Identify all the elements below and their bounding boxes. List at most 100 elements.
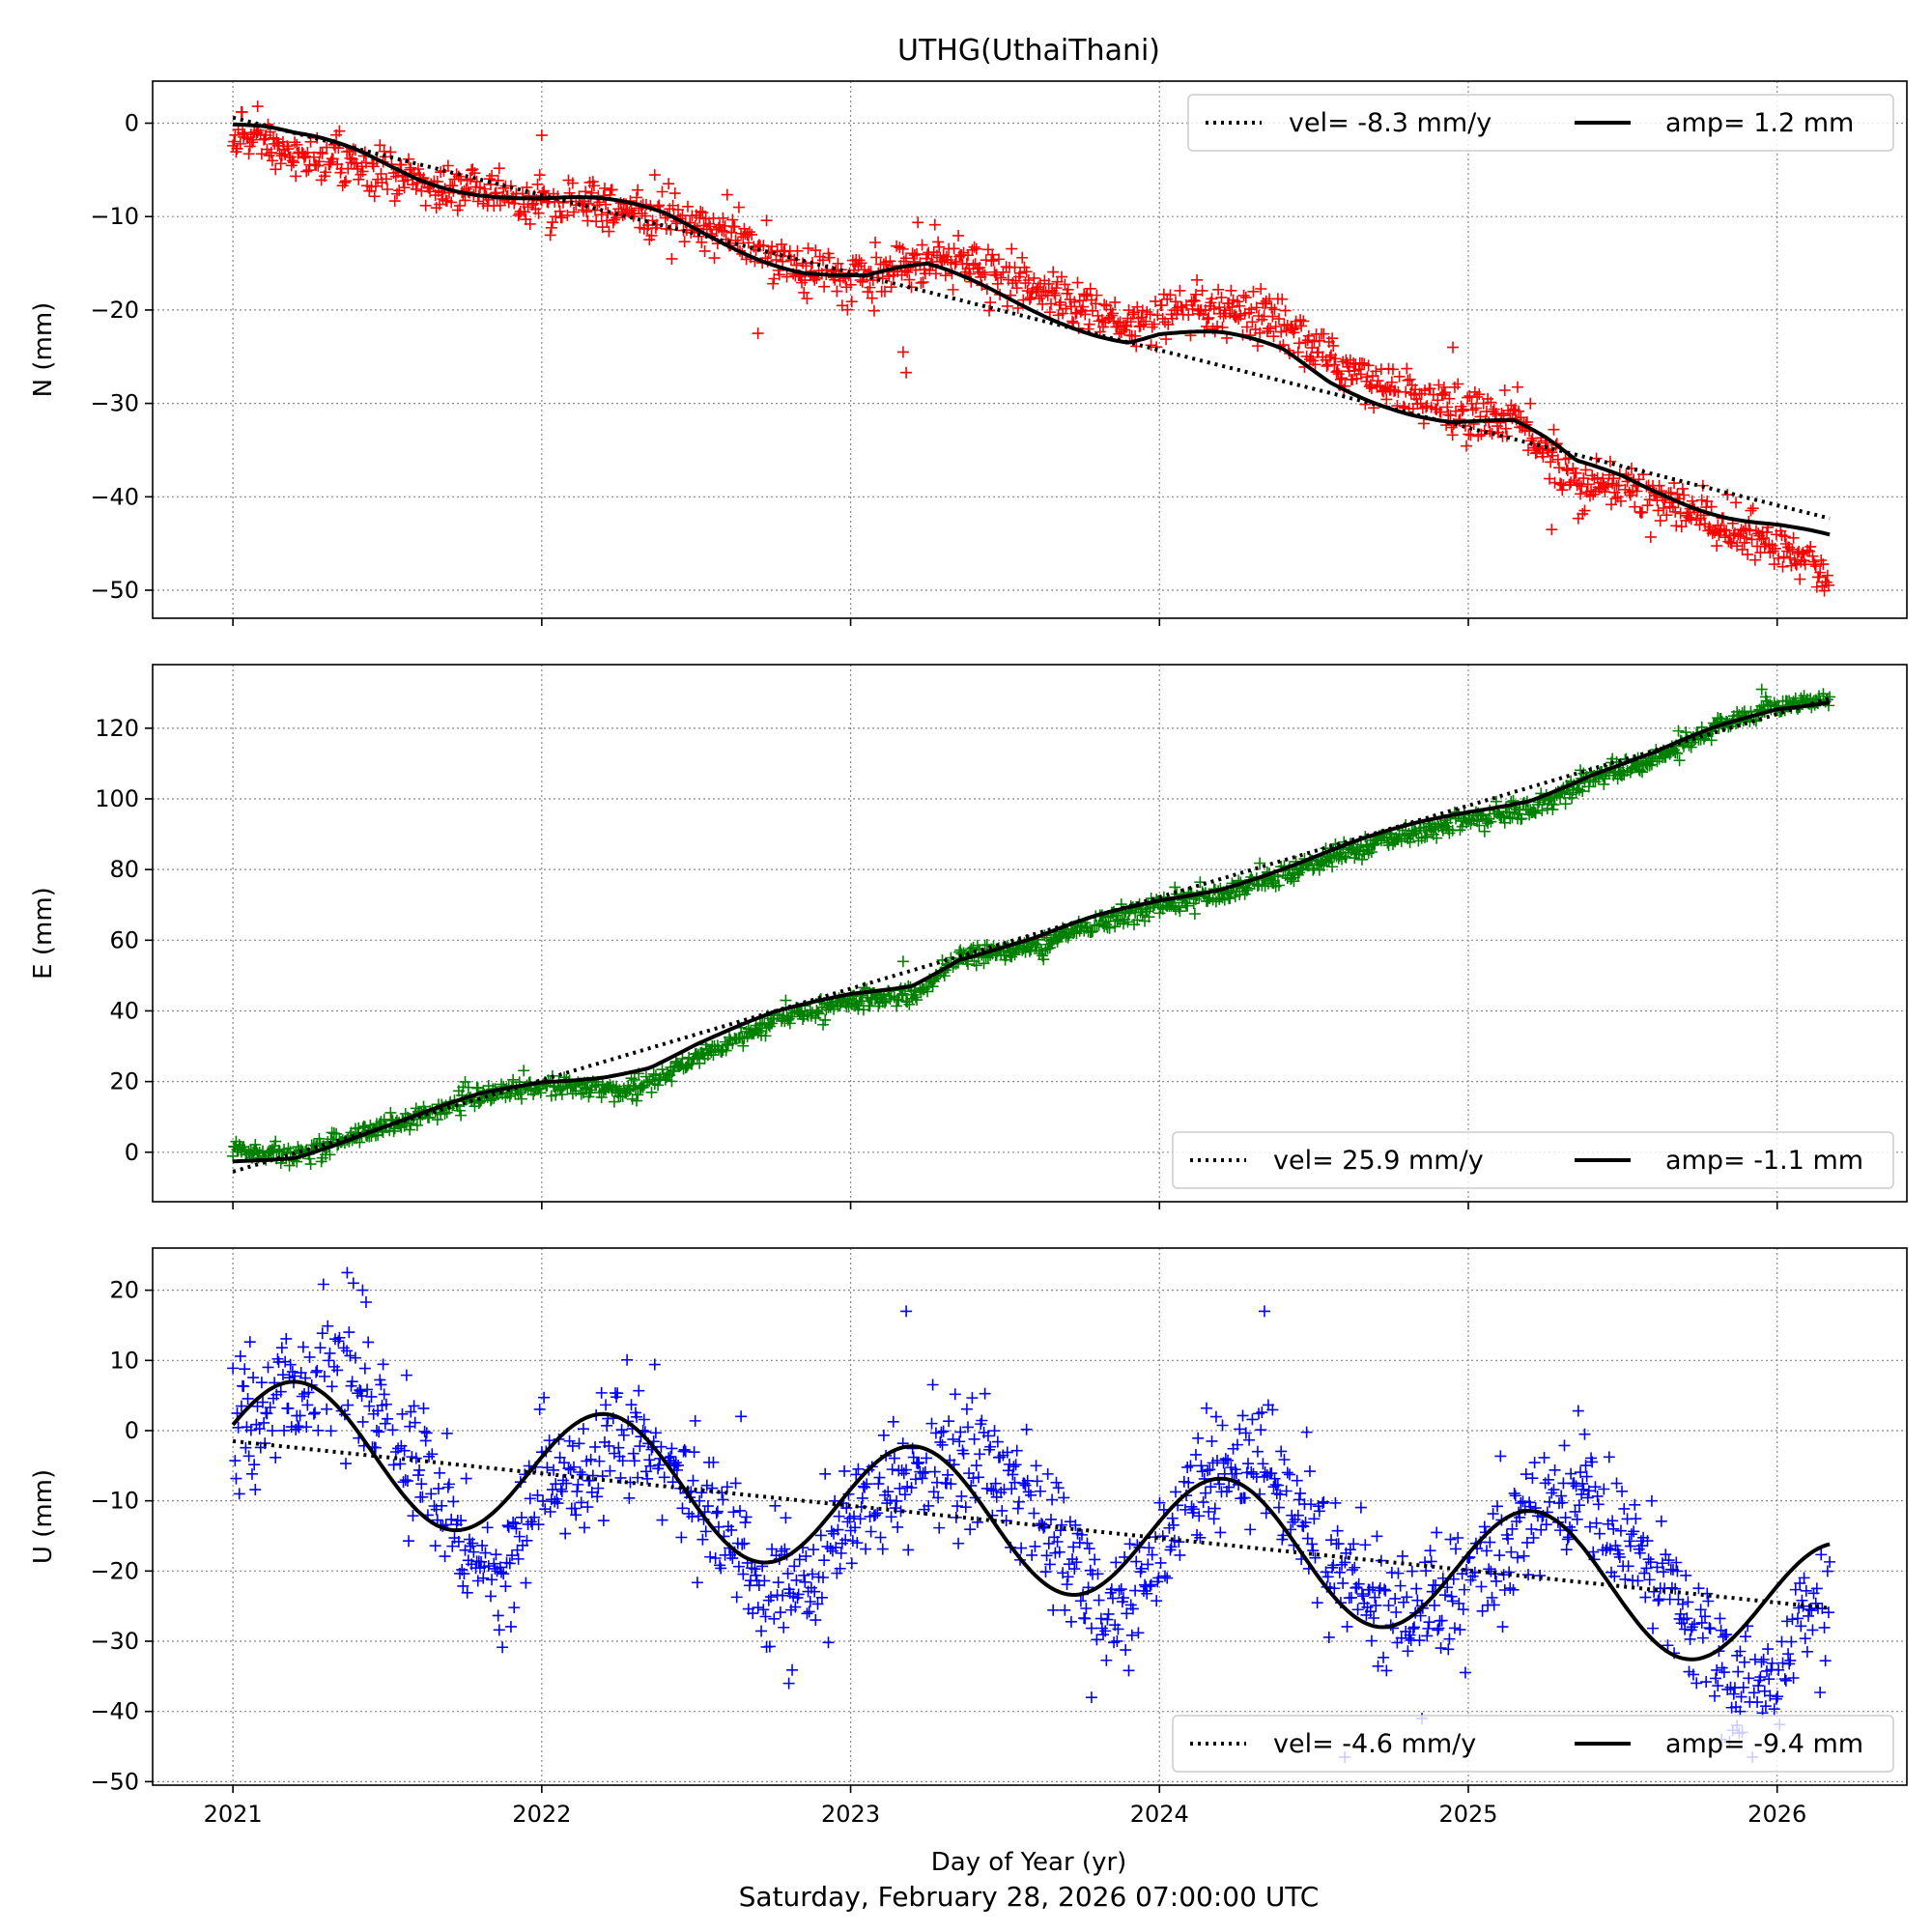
data-point xyxy=(228,135,241,148)
data-point xyxy=(1355,1588,1368,1600)
data-point xyxy=(1598,778,1610,790)
data-point xyxy=(399,1474,412,1487)
data-point xyxy=(1182,1476,1195,1489)
data-point xyxy=(1580,1470,1593,1483)
data-point xyxy=(1704,1623,1717,1635)
data-point xyxy=(493,1624,505,1636)
data-point xyxy=(1245,303,1258,316)
data-point xyxy=(1326,861,1339,873)
data-point xyxy=(1625,1528,1637,1541)
data-point xyxy=(955,1490,968,1502)
data-point xyxy=(598,182,611,194)
data-point xyxy=(590,215,603,228)
data-point xyxy=(258,1416,270,1429)
data-point xyxy=(689,1414,701,1427)
data-point xyxy=(707,1456,720,1468)
data-point xyxy=(520,1577,532,1589)
data-point xyxy=(857,1480,869,1492)
data-point xyxy=(1576,480,1588,493)
data-point xyxy=(1441,1581,1454,1594)
data-point xyxy=(393,185,406,197)
data-point xyxy=(468,1546,480,1558)
data-point xyxy=(819,1013,832,1026)
data-point xyxy=(1822,579,1834,591)
data-point xyxy=(817,1572,830,1584)
data-point xyxy=(386,1424,399,1436)
data-point xyxy=(1015,1542,1028,1554)
data-point xyxy=(323,1354,335,1367)
data-point xyxy=(1590,452,1603,465)
data-point xyxy=(806,1568,818,1580)
data-point xyxy=(1511,1551,1523,1564)
data-point xyxy=(1570,467,1582,479)
data-point xyxy=(1364,1605,1377,1618)
data-point xyxy=(349,1351,361,1364)
data-point xyxy=(1724,536,1737,549)
data-point xyxy=(317,1278,329,1291)
data-point xyxy=(1393,370,1406,383)
data-point xyxy=(817,254,830,267)
data-point xyxy=(1039,1566,1052,1578)
data-point xyxy=(645,1086,658,1098)
data-point xyxy=(1332,1538,1345,1550)
data-point xyxy=(666,252,678,265)
data-point xyxy=(355,168,367,181)
data-point xyxy=(276,1369,289,1381)
data-point xyxy=(1453,1597,1465,1609)
data-point xyxy=(1500,430,1513,442)
data-point xyxy=(1008,1461,1020,1473)
data-point xyxy=(1045,1513,1057,1525)
data-point xyxy=(229,1455,242,1467)
data-point xyxy=(860,1543,872,1555)
data-point xyxy=(286,155,298,167)
data-point xyxy=(1639,1591,1652,1604)
data-point xyxy=(1349,1561,1361,1574)
data-point xyxy=(1798,1572,1810,1584)
data-point xyxy=(916,1472,928,1485)
data-point xyxy=(1025,292,1037,304)
data-point xyxy=(521,1534,533,1547)
data-point xyxy=(1686,1621,1698,1634)
data-point xyxy=(270,1135,282,1148)
data-point xyxy=(452,1535,465,1548)
data-point xyxy=(1629,500,1641,513)
data-point xyxy=(891,1000,903,1012)
data-point xyxy=(811,1598,824,1610)
data-point xyxy=(755,1625,768,1637)
data-point xyxy=(1598,1483,1610,1495)
data-point xyxy=(1814,1686,1827,1698)
data-point xyxy=(1154,1556,1167,1569)
data-point xyxy=(937,1425,950,1437)
data-point xyxy=(970,242,982,255)
data-point xyxy=(1571,1513,1583,1525)
data-point xyxy=(1326,332,1339,345)
data-point xyxy=(1810,1582,1823,1595)
data-point xyxy=(1513,405,1525,417)
data-point xyxy=(1244,1523,1257,1536)
data-point xyxy=(1607,1522,1620,1535)
data-point xyxy=(995,271,1008,284)
data-point xyxy=(344,1350,356,1362)
data-point xyxy=(668,187,681,200)
data-point xyxy=(1705,500,1718,513)
data-point xyxy=(900,252,913,265)
data-point xyxy=(1674,507,1687,520)
data-point xyxy=(656,185,668,198)
data-point xyxy=(280,1332,293,1345)
data-point xyxy=(1822,1606,1834,1619)
data-point xyxy=(631,1410,643,1423)
legend: vel= 25.9 mm/y amp= -1.1 mm xyxy=(1172,1131,1894,1189)
amplitude-fit-line xyxy=(231,1379,1831,1662)
data-point xyxy=(1019,277,1032,290)
data-point xyxy=(512,1552,525,1565)
data-point xyxy=(1770,1692,1782,1705)
data-point xyxy=(781,270,793,283)
data-point xyxy=(355,1385,367,1398)
data-point xyxy=(1054,1524,1066,1537)
data-point xyxy=(1320,1566,1332,1578)
data-point xyxy=(1641,499,1654,512)
data-point xyxy=(795,276,808,289)
data-point xyxy=(812,1008,825,1020)
data-point xyxy=(1040,1549,1053,1562)
data-point xyxy=(1766,539,1778,552)
